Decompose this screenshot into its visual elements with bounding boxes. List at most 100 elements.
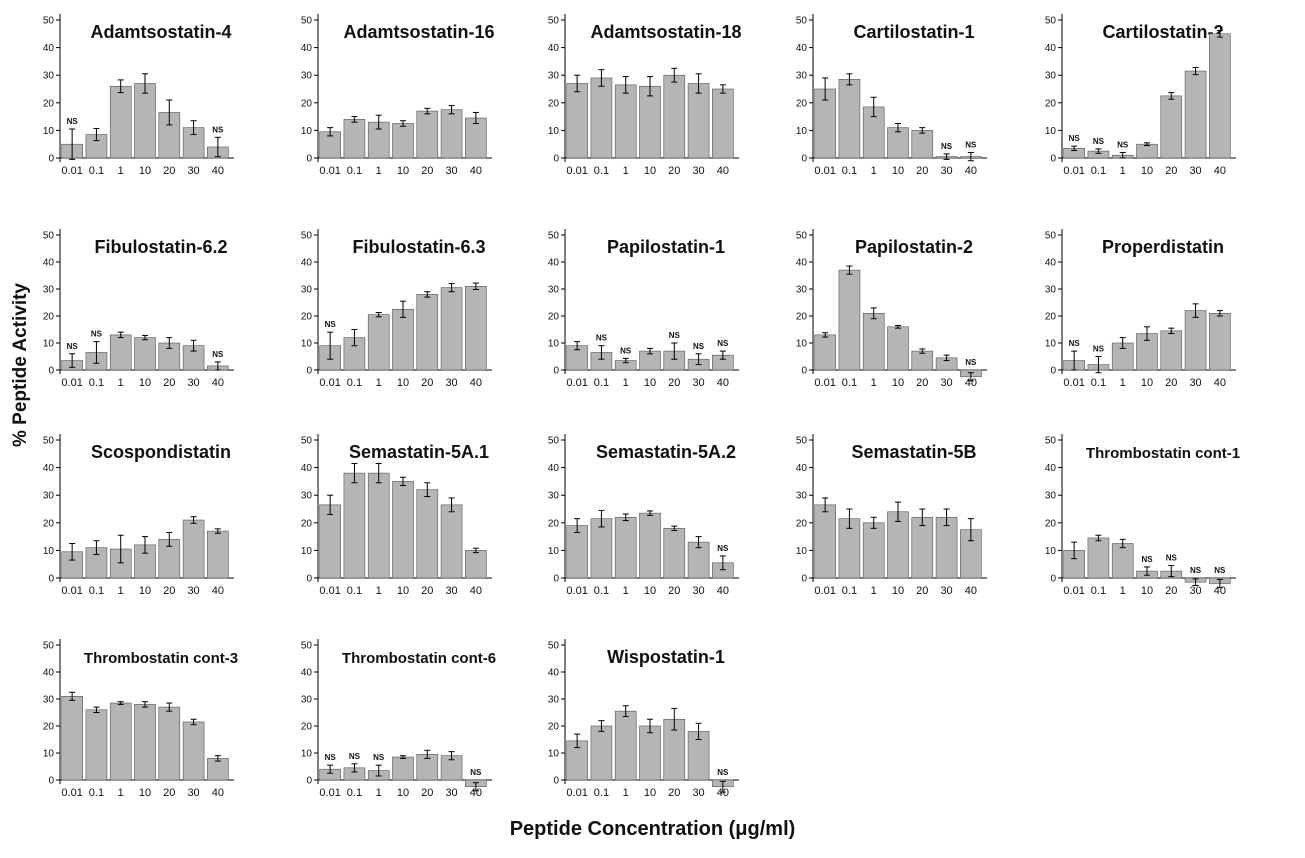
y-tick-label: 0 [306, 574, 312, 585]
bar [687, 83, 710, 159]
x-tick-label: 10 [1141, 165, 1153, 177]
bar [207, 530, 229, 579]
x-tick-label: 30 [692, 165, 704, 177]
y-axis-label: % Peptide Activity [10, 282, 31, 448]
bar [935, 516, 958, 579]
bar [392, 756, 414, 781]
y-tick-label: 20 [301, 98, 313, 109]
x-tick-label: 10 [892, 377, 904, 389]
y-tick-label: 30 [43, 491, 55, 502]
x-tick-label: 20 [916, 165, 928, 177]
x-tick-label: 1 [376, 165, 382, 177]
bar [663, 74, 686, 159]
y-tick-label: 40 [43, 668, 55, 679]
y-tick-label: 10 [301, 126, 313, 137]
bar [109, 85, 132, 159]
ns-label: NS [325, 320, 337, 329]
bar [109, 334, 132, 371]
ns-label: NS [965, 140, 977, 149]
y-tick-label: 30 [43, 285, 55, 296]
bar-chart-panel: Papilostatin-2 0 10 20 30 40 50 0.01 0.1 1 10 20 30 N… [796, 229, 987, 389]
y-tick-label: 20 [548, 98, 560, 109]
x-tick-label: 0.01 [566, 165, 587, 177]
bar [838, 79, 861, 159]
x-tick-label: 30 [187, 787, 199, 799]
y-tick-label: 40 [1045, 43, 1057, 54]
bar-chart-panel: Adamtsostatin-16 0 10 20 30 40 50 0.01 0.1 1 10 20 3… [301, 14, 495, 177]
x-tick-label: 0.01 [319, 165, 340, 177]
x-tick-label: 1 [623, 585, 629, 597]
chart-title: Semastatin-5A.1 [349, 442, 489, 462]
ns-label: NS [373, 753, 385, 762]
x-tick-label: 10 [397, 585, 409, 597]
ns-label: NS [693, 342, 705, 351]
x-tick-label: 30 [1189, 585, 1201, 597]
x-tick-label: 20 [163, 165, 175, 177]
bar [814, 504, 836, 579]
x-tick-label: 20 [163, 377, 175, 389]
x-tick-label: 30 [445, 585, 457, 597]
bar-chart-panel: Properdistatin 0 10 20 30 40 50 NS 0.01 NS 0.1 1 10 2… [1045, 229, 1236, 389]
y-tick-label: 50 [548, 231, 560, 242]
chart-title: Papilostatin-1 [607, 237, 725, 257]
bar-chart-panel: Semastatin-5B 0 10 20 30 40 50 0.01 0.1 1 10 20 30 40 [796, 434, 987, 597]
x-tick-label: 0.1 [594, 585, 609, 597]
y-tick-label: 10 [301, 546, 313, 557]
bar [911, 130, 934, 159]
bar [614, 710, 637, 781]
bar [465, 550, 487, 579]
x-tick-label: 20 [668, 377, 680, 389]
y-tick-label: 30 [301, 71, 313, 82]
y-tick-label: 30 [796, 491, 808, 502]
x-tick-label: 0.1 [347, 585, 362, 597]
y-tick-label: 0 [48, 366, 54, 377]
y-tick-label: 0 [553, 366, 559, 377]
x-tick-label: 0.1 [347, 377, 362, 389]
y-tick-label: 40 [43, 463, 55, 474]
y-tick-label: 20 [796, 312, 808, 323]
chart-title: Scospondistatin [91, 442, 231, 462]
x-tick-label: 1 [1120, 377, 1126, 389]
x-tick-label: 0.1 [594, 787, 609, 799]
x-tick-label: 0.1 [347, 165, 362, 177]
x-tick-label: 0.01 [566, 585, 587, 597]
x-tick-label: 40 [717, 377, 729, 389]
x-tick-label: 0.1 [347, 787, 362, 799]
bar [1184, 310, 1207, 371]
x-tick-label: 40 [470, 585, 482, 597]
y-tick-label: 40 [796, 258, 808, 269]
x-tick-label: 10 [644, 585, 656, 597]
bar-chart-panel: Cartilostatin-2 0 10 20 30 40 50 NS 0.01 NS 0.1 NS 1… [1045, 14, 1236, 177]
bar [1184, 70, 1207, 159]
y-tick-label: 50 [548, 641, 560, 652]
x-tick-label: 20 [668, 165, 680, 177]
x-tick-label: 1 [376, 787, 382, 799]
chart-title: Fibulostatin-6.2 [94, 237, 227, 257]
ns-label: NS [1214, 566, 1226, 575]
x-tick-label: 10 [139, 585, 151, 597]
y-tick-label: 50 [43, 231, 55, 242]
chart-title: Semastatin-5B [851, 442, 976, 462]
x-tick-label: 0.01 [814, 585, 835, 597]
bar-chart-panel: Thrombostatin cont-6 0 10 20 30 40 50 NS 0.01 NS 0… [301, 639, 496, 799]
chart-title: Semastatin-5A.2 [596, 442, 736, 462]
x-tick-label: 0.01 [319, 585, 340, 597]
x-tick-label: 40 [212, 377, 224, 389]
y-tick-label: 50 [548, 16, 560, 27]
y-tick-label: 20 [301, 722, 313, 733]
y-tick-label: 30 [1045, 71, 1057, 82]
bar [862, 522, 885, 579]
bar-chart-panel: Semastatin-5A.2 0 10 20 30 40 50 0.01 0.1 1 10 20 30… [548, 434, 739, 597]
x-tick-label: 1 [376, 377, 382, 389]
ns-label: NS [67, 342, 79, 351]
y-tick-label: 20 [43, 518, 55, 529]
x-tick-label: 10 [397, 377, 409, 389]
bar [392, 123, 414, 159]
y-tick-label: 30 [548, 71, 560, 82]
bar [566, 525, 588, 579]
x-tick-label: 40 [212, 165, 224, 177]
x-tick-label: 20 [421, 377, 433, 389]
x-tick-label: 30 [692, 787, 704, 799]
